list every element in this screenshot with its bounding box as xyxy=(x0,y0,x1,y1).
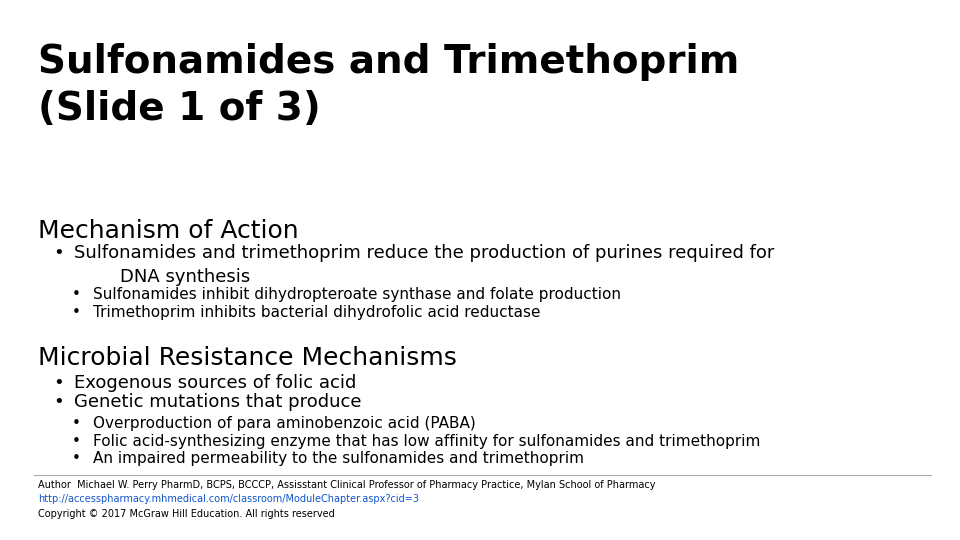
Text: Overproduction of para aminobenzoic acid (PABA): Overproduction of para aminobenzoic acid… xyxy=(93,416,476,431)
Text: Sulfonamides inhibit dihydropteroate synthase and folate production: Sulfonamides inhibit dihydropteroate syn… xyxy=(93,287,621,302)
Text: Author  Michael W. Perry PharmD, BCPS, BCCCP, Assisstant Clinical Professor of P: Author Michael W. Perry PharmD, BCPS, BC… xyxy=(38,480,656,490)
Text: •: • xyxy=(53,244,63,262)
Text: Genetic mutations that produce: Genetic mutations that produce xyxy=(74,393,361,411)
Text: An impaired permeability to the sulfonamides and trimethoprim: An impaired permeability to the sulfonam… xyxy=(93,451,584,467)
Text: Microbial Resistance Mechanisms: Microbial Resistance Mechanisms xyxy=(38,346,457,369)
Text: •: • xyxy=(72,416,81,431)
Text: Trimethoprim inhibits bacterial dihydrofolic acid reductase: Trimethoprim inhibits bacterial dihydrof… xyxy=(93,305,540,320)
Text: •: • xyxy=(53,374,63,391)
Text: Sulfonamides and trimethoprim reduce the production of purines required for
    : Sulfonamides and trimethoprim reduce the… xyxy=(74,244,775,286)
Text: •: • xyxy=(72,434,81,449)
Text: Exogenous sources of folic acid: Exogenous sources of folic acid xyxy=(74,374,356,391)
Text: Sulfonamides and Trimethoprim
(Slide 1 of 3): Sulfonamides and Trimethoprim (Slide 1 o… xyxy=(38,43,740,128)
Text: •: • xyxy=(53,393,63,411)
Text: Mechanism of Action: Mechanism of Action xyxy=(38,219,299,242)
Text: Copyright © 2017 McGraw Hill Education. All rights reserved: Copyright © 2017 McGraw Hill Education. … xyxy=(38,509,335,519)
Text: Folic acid-synthesizing enzyme that has low affinity for sulfonamides and trimet: Folic acid-synthesizing enzyme that has … xyxy=(93,434,760,449)
Text: •: • xyxy=(72,287,81,302)
Text: •: • xyxy=(72,451,81,467)
Text: •: • xyxy=(72,305,81,320)
Text: http://accesspharmacy.mhmedical.com/classroom/ModuleChapter.aspx?cid=3: http://accesspharmacy.mhmedical.com/clas… xyxy=(38,494,420,504)
